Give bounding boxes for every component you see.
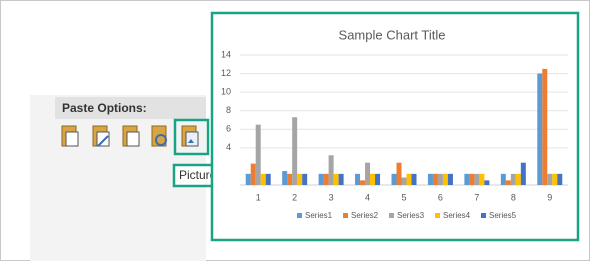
chart-title: Sample Chart Title [339, 27, 446, 42]
bar [375, 173, 381, 185]
y-tick-label: 12 [221, 68, 231, 78]
paste-icons [61, 118, 210, 156]
y-tick-label: 4 [226, 142, 231, 152]
paste-header-bar [55, 97, 206, 119]
bar [333, 173, 339, 185]
bar [510, 173, 516, 185]
bar [427, 173, 433, 185]
y-tick-label: 10 [221, 87, 231, 97]
legend-label: Series1 [305, 211, 333, 220]
bar [542, 68, 548, 185]
bar [255, 124, 261, 185]
bar [474, 173, 480, 185]
y-tick-label: 6 [226, 124, 231, 134]
bar [302, 173, 308, 185]
legend-swatch [343, 213, 348, 218]
bar [411, 173, 417, 185]
x-tick-label: 3 [329, 192, 334, 202]
bar [365, 162, 371, 185]
paste-icon[interactable] [181, 125, 199, 147]
x-tick-label: 4 [365, 192, 370, 202]
selected-highlight [173, 118, 210, 156]
bar [282, 171, 288, 185]
paste-icon[interactable] [92, 125, 110, 147]
x-tick-label: 6 [438, 192, 443, 202]
bar [250, 163, 256, 185]
bar [406, 173, 412, 185]
legend-label: Series2 [351, 211, 379, 220]
x-tick-label: 7 [474, 192, 479, 202]
paste-icon[interactable] [122, 125, 140, 147]
bar [500, 173, 506, 185]
x-tick-label: 5 [401, 192, 406, 202]
legend-label: Series3 [397, 211, 425, 220]
bar [355, 173, 361, 185]
bar [479, 173, 485, 185]
bar [370, 173, 376, 185]
bar [557, 173, 563, 185]
legend-swatch [435, 213, 440, 218]
bar [484, 180, 490, 185]
legend-swatch [297, 213, 302, 218]
bar [505, 180, 511, 185]
bar [464, 173, 470, 185]
bar [432, 173, 438, 185]
bar [245, 173, 251, 185]
bar [287, 173, 293, 185]
chart-box [210, 11, 580, 242]
bar [297, 173, 303, 185]
y-tick-label: 8 [226, 105, 231, 115]
paste-header: Paste Options: [62, 101, 147, 115]
bar [520, 162, 526, 185]
legend-swatch [481, 213, 486, 218]
bar [391, 173, 397, 185]
bar [469, 173, 475, 185]
x-tick-label: 1 [256, 192, 261, 202]
bar [318, 173, 324, 185]
paste-icon[interactable] [61, 125, 79, 147]
bar [328, 155, 334, 185]
x-tick-label: 2 [292, 192, 297, 202]
paste-icon[interactable] [151, 125, 167, 147]
bar [323, 173, 329, 185]
bar [547, 173, 553, 185]
bar [292, 117, 298, 185]
x-tick-label: 8 [511, 192, 516, 202]
bar [401, 177, 407, 185]
bar [338, 173, 344, 185]
legend-label: Series5 [489, 211, 517, 220]
bar [442, 173, 448, 185]
legend-label: Series4 [443, 211, 471, 220]
bar [396, 162, 402, 185]
bar [260, 173, 266, 185]
bar [537, 73, 543, 185]
y-tick-label: 14 [221, 49, 231, 59]
bar [265, 173, 271, 185]
legend-swatch [389, 213, 394, 218]
bar [552, 173, 558, 185]
bar [437, 173, 443, 185]
x-tick-label: 9 [547, 192, 552, 202]
bar [515, 173, 521, 185]
bar [360, 180, 366, 185]
bar [447, 173, 453, 185]
